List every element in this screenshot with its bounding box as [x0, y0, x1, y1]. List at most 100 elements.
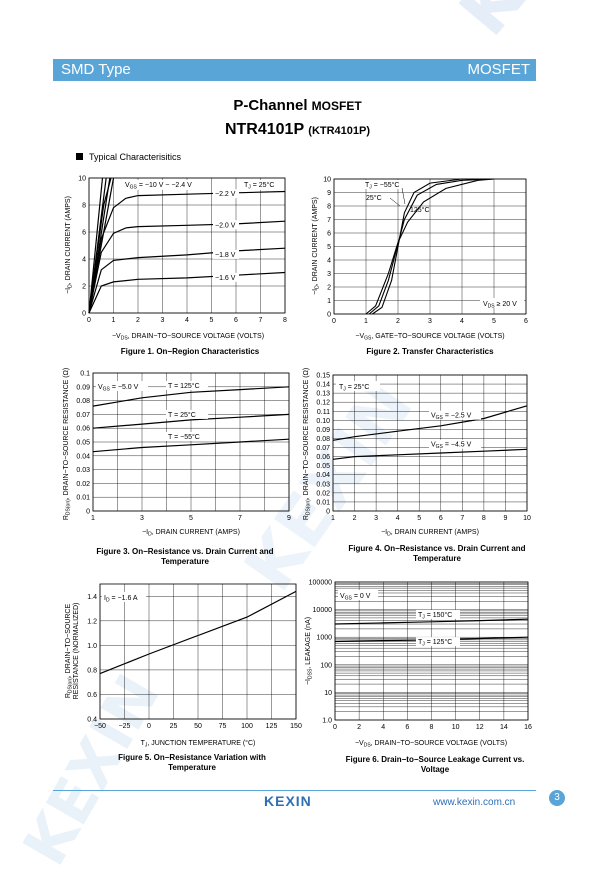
series-line [332, 448, 528, 460]
vgs-annotation: VGS = −5.0 V [98, 384, 139, 393]
y-axis-label: −ID, DRAIN CURRENT (AMPS) [312, 197, 321, 295]
y-tick-label: 4 [327, 258, 331, 265]
series-line [365, 178, 495, 315]
x-tick-label: 7 [259, 317, 263, 324]
x-tick-label: 7 [238, 515, 242, 522]
x-tick-label: 0 [332, 318, 336, 325]
figure-2-chart: 0 1 2 3 4 5 6 0 1 2 3 4 5 6 7 8 9 10 TJ = −55°C 25°C 125°… [312, 177, 528, 342]
figure-2-caption: Figure 2. Transfer Characteristics [366, 347, 494, 356]
temp-curve-label: TJ = 150°C [418, 611, 452, 621]
x-tick-label: 1 [331, 515, 335, 522]
figure-4-chart: 1 2 3 4 5 6 7 8 9 10 0 0.01 0.02 0.03 0.04 0.05 0.06 0.07… [303, 368, 531, 538]
part-number-alt: (KTR4101P) [308, 125, 371, 137]
y-tick-label: 0.1 [80, 371, 90, 378]
x-tick-label: 0 [333, 724, 337, 731]
y-tick-label: 100 [320, 662, 332, 669]
x-tick-label: 100 [241, 723, 253, 730]
y-tick-label: 0.6 [87, 692, 97, 699]
x-tick-label: −25 [119, 723, 131, 730]
y-tick-label: 0.02 [316, 490, 330, 497]
title-line1: P-Channel MOSFET [0, 97, 595, 114]
tj-annotation: TJ = 25°C [339, 383, 369, 393]
y-tick-label: 0.06 [76, 426, 90, 433]
x-tick-label: 2 [136, 317, 140, 324]
x-tick-label: 3 [140, 515, 144, 522]
temp-curve-label: T = 125°C [168, 382, 200, 390]
kexin-logo: KEXIN [264, 793, 312, 809]
y-axis-label: RDS(on), DRAIN−TO−SOURCE RESISTANCE (Ω) [63, 368, 72, 520]
y-tick-label: 0.01 [76, 495, 90, 502]
y-tick-label: 0 [326, 509, 330, 516]
x-tick-label: 2 [357, 724, 361, 731]
x-tick-label: 2 [396, 318, 400, 325]
y-tick-label: 3 [327, 271, 331, 278]
y-tick-label: 0.09 [316, 427, 330, 434]
x-tick-label: 75 [219, 723, 227, 730]
y-tick-label: 6 [82, 230, 86, 237]
x-tick-label: 10 [523, 515, 531, 522]
vgs-curve-label: −1.6 V [215, 275, 236, 282]
x-tick-label: 0 [87, 317, 91, 324]
x-tick-label: 5 [492, 318, 496, 325]
y-tick-label: 0.03 [316, 481, 330, 488]
plot-frame [99, 583, 297, 720]
y-tick-label: 10 [78, 176, 86, 183]
y-tick-label: 0.8 [87, 667, 97, 674]
y-tick-label: 0 [327, 312, 331, 319]
y-axis-label: −IDSS, LEAKAGE (nA) [305, 617, 314, 685]
x-tick-label: 5 [417, 515, 421, 522]
y-tick-label: 0.07 [76, 412, 90, 419]
figure-6-caption: Figure 6. Drain−to−Source Leakage Curren… [345, 755, 525, 774]
x-tick-label: 1 [112, 317, 116, 324]
y-axis-label-1: RDS(on), DRAIN−TO−SOURCE [65, 604, 74, 699]
figure-1-caption: Figure 1. On−Region Characteristics [120, 347, 260, 356]
temp-curve-label: T = −55°C [168, 433, 200, 441]
tj-annotation: TJ = 25°C [244, 181, 274, 191]
x-tick-label: 3 [374, 515, 378, 522]
y-tick-label: 0.14 [316, 382, 330, 389]
temp-curve-label: T = 25°C [168, 411, 196, 419]
y-tick-label: 2 [82, 284, 86, 291]
grid [88, 177, 286, 314]
y-tick-label: 0 [82, 311, 86, 318]
y-tick-label: 0.03 [76, 467, 90, 474]
vgs-curve-label: −2.2 V [215, 191, 236, 198]
series-line [88, 177, 107, 314]
x-tick-label: 12 [476, 724, 484, 731]
y-tick-label: 4 [82, 257, 86, 264]
x-axis-label: −VDS, DRAIN−TO−SOURCE VOLTAGE (VOLTS) [355, 740, 507, 749]
plot-frame [334, 581, 529, 721]
y-axis-label-2: RESISTANCE (NORMALIZED) [73, 603, 80, 700]
series-line [334, 618, 529, 625]
section-label: Typical Characterisitics [89, 152, 182, 162]
figure-3-chart: 1 3 5 7 9 0 0.01 0.02 0.03 0.04 0.05 0.06 0.07 0.08 0.… [63, 368, 291, 538]
x-tick-label: 14 [500, 724, 508, 731]
y-tick-label: 0.04 [316, 472, 330, 479]
header-right: MOSFET [467, 61, 531, 78]
x-axis-label: −VDS, DRAIN−TO−SOURCE VOLTAGE (VOLTS) [112, 333, 264, 342]
watermark: KEXIN [445, 0, 595, 51]
y-tick-label: 0.07 [316, 445, 330, 452]
y-tick-label: 9 [327, 190, 331, 197]
x-tick-label: 8 [482, 515, 486, 522]
x-axis-label: −ID, DRAIN CURRENT (AMPS) [381, 529, 479, 538]
y-tick-label: 10000 [313, 607, 333, 614]
temp-125-label: 125°C [410, 206, 430, 214]
vgs-annotation: VGS = 0 V [340, 593, 371, 602]
x-tick-label: 25 [170, 723, 178, 730]
title-part: P-Channel [233, 97, 308, 114]
y-tick-label: 1.0 [87, 643, 97, 650]
header-bar: SMD Type MOSFET [53, 59, 536, 81]
y-tick-label: 7 [327, 217, 331, 224]
x-tick-label: 6 [234, 317, 238, 324]
temp-curve-label: TJ = 125°C [418, 638, 452, 648]
y-tick-label: 0.11 [317, 409, 330, 416]
y-tick-label: 1.4 [87, 594, 97, 601]
y-tick-label: 0 [86, 509, 90, 516]
y-tick-label: 8 [82, 203, 86, 210]
x-tick-label: 4 [396, 515, 400, 522]
series-line [92, 413, 290, 429]
series-line [92, 438, 290, 453]
x-tick-label: 1 [91, 515, 95, 522]
x-tick-label: 10 [452, 724, 460, 731]
